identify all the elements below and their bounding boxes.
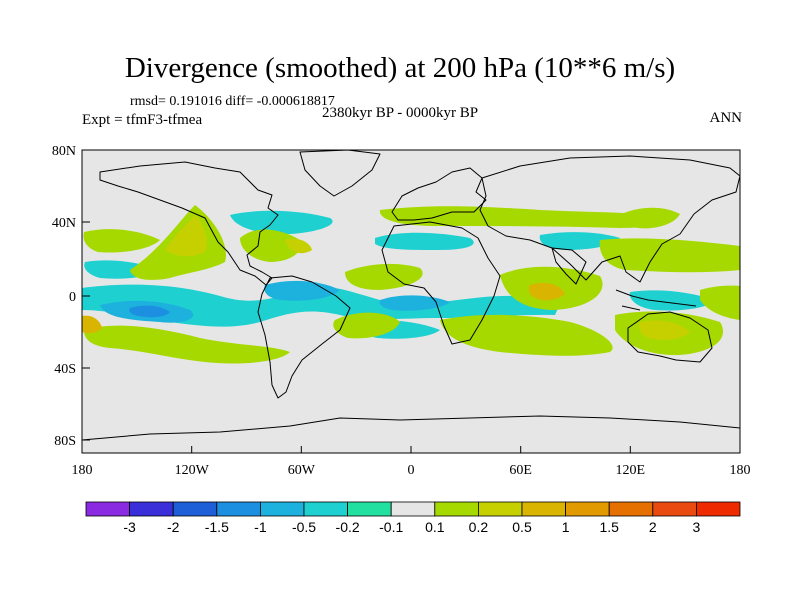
stats-text: rmsd= 0.191016 diff= -0.000618817 bbox=[130, 94, 335, 109]
colorbar-label: -0.2 bbox=[336, 519, 360, 535]
coast-greenland bbox=[299, 150, 381, 197]
colorbar-swatch bbox=[434, 501, 479, 517]
colorbar-label: -0.5 bbox=[292, 519, 316, 535]
lon-tick-label: 120W bbox=[175, 463, 210, 478]
coast-antarctica bbox=[82, 415, 740, 441]
lon-tick-label: 180 bbox=[730, 463, 751, 478]
colorbar-swatch bbox=[608, 501, 654, 517]
colorbar-swatch bbox=[216, 501, 261, 517]
lat-tick-label: 40S bbox=[54, 362, 76, 377]
colorbar-swatch bbox=[347, 501, 392, 517]
pos-band-america bbox=[240, 229, 301, 262]
pos-band-indian bbox=[440, 314, 613, 356]
colorbar: -3 -2 -1.5 -1 -0.5 -0.2 -0.1 0.1 0.2 0.5 1 1.5 2 3 bbox=[85, 501, 741, 535]
pos-core-south-pacific bbox=[82, 315, 102, 334]
pos-core-africa-east bbox=[528, 282, 565, 301]
colorbar-swatch bbox=[303, 501, 348, 517]
pos-band-pacific-nw bbox=[83, 229, 160, 253]
lon-tick-label: 0 bbox=[408, 463, 415, 478]
pos-core-australia bbox=[638, 320, 690, 340]
coast-south-america bbox=[257, 275, 351, 399]
colorbar-swatch bbox=[85, 501, 130, 517]
coast-asia bbox=[479, 155, 740, 283]
colorbar-label: 1.5 bbox=[599, 519, 619, 535]
lat-tick-label: 80N bbox=[52, 144, 76, 159]
colorbar-label: 0.1 bbox=[425, 519, 445, 535]
plot-title: Divergence (smoothed) at 200 hPa (10**6 … bbox=[124, 52, 676, 84]
colorbar-swatch bbox=[172, 501, 218, 517]
colorbar-swatch bbox=[477, 501, 523, 517]
season-text: ANN bbox=[709, 110, 743, 126]
colorbar-label: 2 bbox=[649, 519, 657, 535]
lat-tick-label: 40N bbox=[52, 216, 76, 231]
pos-band-atlantic bbox=[333, 312, 400, 339]
colorbar-swatch bbox=[259, 501, 305, 517]
pos-band-pacific-south bbox=[84, 325, 290, 364]
colorbar-label: -2 bbox=[167, 519, 180, 535]
colorbar-label: 0.2 bbox=[469, 519, 489, 535]
lat-tick-label: 80S bbox=[54, 434, 76, 449]
colorbar-swatch bbox=[696, 501, 741, 517]
continents bbox=[82, 150, 740, 441]
coast-africa bbox=[381, 221, 501, 345]
neg-core-samerica bbox=[264, 280, 340, 301]
pos-band-japan bbox=[619, 207, 680, 229]
colorbar-swatch bbox=[129, 501, 174, 517]
colorbar-swatch bbox=[390, 501, 436, 517]
pos-core-america bbox=[285, 238, 312, 254]
neg-core-africa bbox=[379, 295, 450, 311]
lon-tick-label: 180 bbox=[72, 463, 93, 478]
pos-band-east-edge bbox=[700, 285, 740, 320]
lon-tick-label: 120E bbox=[616, 463, 646, 478]
neg-band-north-atlantic bbox=[375, 232, 474, 250]
colorbar-swatch bbox=[652, 501, 697, 517]
colorbar-label: 1 bbox=[562, 519, 570, 535]
map-axes: 80N 40N 0 40S 80S 180 120W 60W 0 60E 120E 180 bbox=[52, 144, 751, 478]
pos-core-pacific-north bbox=[165, 215, 207, 257]
lat-tick-label: 0 bbox=[69, 290, 76, 305]
colorbar-swatch bbox=[565, 501, 610, 517]
colorbar-label: 0.5 bbox=[512, 519, 532, 535]
lon-tick-label: 60E bbox=[509, 463, 532, 478]
period-text: 2380kyr BP - 0000kyr BP bbox=[322, 105, 479, 121]
coast-australia bbox=[627, 311, 713, 363]
map-panel bbox=[82, 150, 740, 453]
coast-europe bbox=[391, 167, 487, 221]
coast-indonesia bbox=[615, 289, 697, 311]
neg-band-north-pacific bbox=[230, 210, 333, 235]
pos-band-asia bbox=[599, 238, 740, 273]
colorbar-label: -1.5 bbox=[205, 519, 229, 535]
experiment-text: Expt = tfmF3-tfmea bbox=[82, 112, 203, 128]
coast-india bbox=[551, 247, 587, 285]
colorbar-label: 3 bbox=[693, 519, 701, 535]
colorbar-label: -1 bbox=[254, 519, 267, 535]
coast-north-america bbox=[99, 161, 279, 286]
lon-tick-label: 60W bbox=[288, 463, 316, 478]
neg-core-pacific-inner bbox=[129, 305, 170, 318]
colorbar-label: -3 bbox=[123, 519, 136, 535]
colorbar-label: -0.1 bbox=[379, 519, 403, 535]
colorbar-swatch bbox=[521, 501, 566, 517]
